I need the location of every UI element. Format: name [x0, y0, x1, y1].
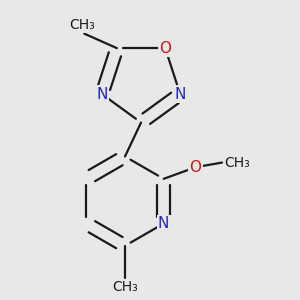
Text: CH₃: CH₃	[70, 18, 95, 32]
Text: N: N	[96, 87, 108, 102]
Text: N: N	[175, 87, 186, 102]
Text: O: O	[190, 160, 202, 175]
Text: O: O	[159, 41, 171, 56]
Text: CH₃: CH₃	[224, 156, 250, 170]
Text: N: N	[158, 216, 169, 231]
Text: CH₃: CH₃	[112, 280, 138, 294]
